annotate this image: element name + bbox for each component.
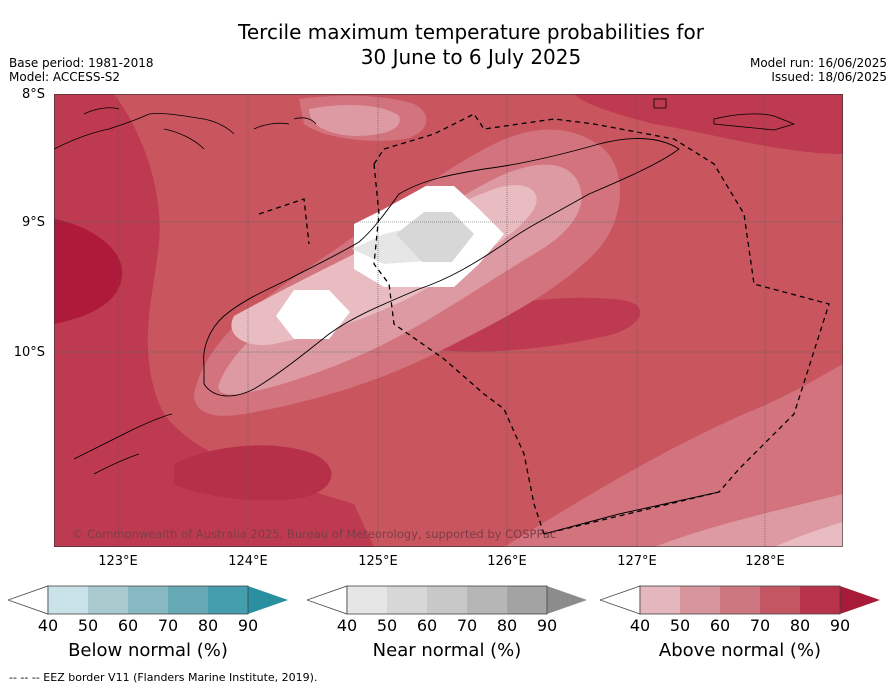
- legend-above-swatch-5: [800, 586, 840, 614]
- alor-coastline: [253, 117, 317, 130]
- probability-map: © Commonwealth of Australia 2025, Bureau…: [54, 94, 843, 547]
- map-title: Tercile maximum temperature probabilitie…: [0, 20, 896, 70]
- eez-border: [258, 113, 830, 535]
- legend-below-swatch-2: [88, 586, 128, 614]
- legend-above-normal: [600, 585, 880, 615]
- legend-near-tick: 50: [376, 616, 398, 635]
- contour-above-50-se: [654, 494, 843, 547]
- legend-below-swatch-4: [168, 586, 208, 614]
- legend-near-tick: 40: [336, 616, 358, 635]
- lon-label-125e: 125°E: [358, 554, 398, 569]
- legend-above-arrow-high: [840, 586, 880, 614]
- legend-above-tick: 40: [629, 616, 651, 635]
- contour-above-80-ne: [574, 94, 843, 154]
- legend-above-swatch-1: [640, 586, 680, 614]
- timor-coastline: [203, 138, 680, 397]
- flores-coastline: [54, 107, 235, 150]
- lon-label-127e: 127°E: [617, 554, 657, 569]
- legend-near-normal: [307, 585, 587, 615]
- legend-below-swatch-1: [48, 586, 88, 614]
- contour-above-60-se: [504, 364, 843, 547]
- legend-above-swatch-4: [760, 586, 800, 614]
- model-name: Model: ACCESS-S2: [9, 70, 121, 84]
- region-no-dominant-west: [276, 290, 350, 339]
- legend-below-tick: 50: [77, 616, 99, 635]
- issued-date: Issued: 18/06/2025: [771, 70, 887, 84]
- legend-below-tick: 40: [37, 616, 59, 635]
- title-line-1: Tercile maximum temperature probabilitie…: [238, 20, 704, 44]
- legend-above-title: Above normal (%): [658, 640, 822, 661]
- legend-above-arrow-low: [600, 585, 641, 615]
- lat-label-9s: 9°S: [21, 215, 45, 230]
- meta-right: Model run: 16/06/2025 Issued: 18/06/2025: [750, 56, 887, 84]
- eez-border-solid: [543, 491, 720, 535]
- legend-below-arrow-low: [8, 585, 49, 615]
- eez-footnote: -- -- -- EEZ border V11 (Flanders Marine…: [9, 671, 318, 684]
- lat-label-8s: 8°S: [21, 87, 45, 102]
- legend-near-tick: 90: [536, 616, 558, 635]
- contour-above-90-west: [54, 219, 123, 324]
- legend-near-tick: 60: [416, 616, 438, 635]
- contour-above-85-south: [174, 445, 332, 501]
- lon-label-123e: 123°E: [98, 554, 138, 569]
- contour-above-40-se: [774, 522, 843, 547]
- eez-border-south: [373, 163, 545, 535]
- legend-near-swatch-5: [507, 586, 547, 614]
- legend-below-tick: 70: [157, 616, 179, 635]
- graticule: [54, 94, 843, 547]
- legend-below-tick: 80: [197, 616, 219, 635]
- legend-above-tick: 70: [749, 616, 771, 635]
- legend-above-tick: 80: [789, 616, 811, 635]
- legend-near-tick: 70: [456, 616, 478, 635]
- legend-below-swatch-5: [208, 586, 248, 614]
- legend-above-tick: 50: [669, 616, 691, 635]
- legend-below-arrow-high: [248, 586, 288, 614]
- legend-near-swatch-4: [467, 586, 507, 614]
- lat-label-10s: 10°S: [13, 345, 45, 360]
- map-frame: [54, 94, 843, 547]
- legend-above-tick: 90: [829, 616, 851, 635]
- legend-near-swatch-2: [387, 586, 427, 614]
- legend-above-swatch-3: [720, 586, 760, 614]
- legend-above-swatch-2: [680, 586, 720, 614]
- lon-label-128e: 128°E: [745, 554, 785, 569]
- rote-coastline: [73, 413, 173, 475]
- legend-below-tick: 90: [237, 616, 259, 635]
- legend-below-normal: [8, 585, 288, 615]
- model-run: Model run: 16/06/2025: [749, 56, 887, 70]
- legend-near-arrow-high: [547, 586, 587, 614]
- contour-above-80-west: [54, 94, 374, 547]
- contour-near-50: [396, 212, 474, 262]
- lon-label-126e: 126°E: [487, 554, 527, 569]
- legend-near-arrow-low: [307, 585, 348, 615]
- lon-label-124e: 124°E: [228, 554, 268, 569]
- legend-above-tick: 60: [709, 616, 731, 635]
- legend-near-title: Near normal (%): [372, 640, 522, 661]
- legend-near-swatch-3: [427, 586, 467, 614]
- title-line-2: 30 June to 6 July 2025: [360, 45, 582, 69]
- meta-left: Base period: 1981-2018 Model: ACCESS-S2: [9, 56, 154, 84]
- legend-below-tick: 60: [117, 616, 139, 635]
- contour-above-50-north: [309, 104, 400, 136]
- base-period: Base period: 1981-2018: [9, 56, 154, 70]
- legend-below-swatch-3: [128, 586, 168, 614]
- legend-near-tick: 80: [496, 616, 518, 635]
- copyright-notice: © Commonwealth of Australia 2025, Bureau…: [72, 527, 556, 541]
- ne-islands-coastline: [653, 98, 796, 131]
- legend-near-swatch-1: [347, 586, 387, 614]
- legend-below-title: Below normal (%): [68, 640, 228, 661]
